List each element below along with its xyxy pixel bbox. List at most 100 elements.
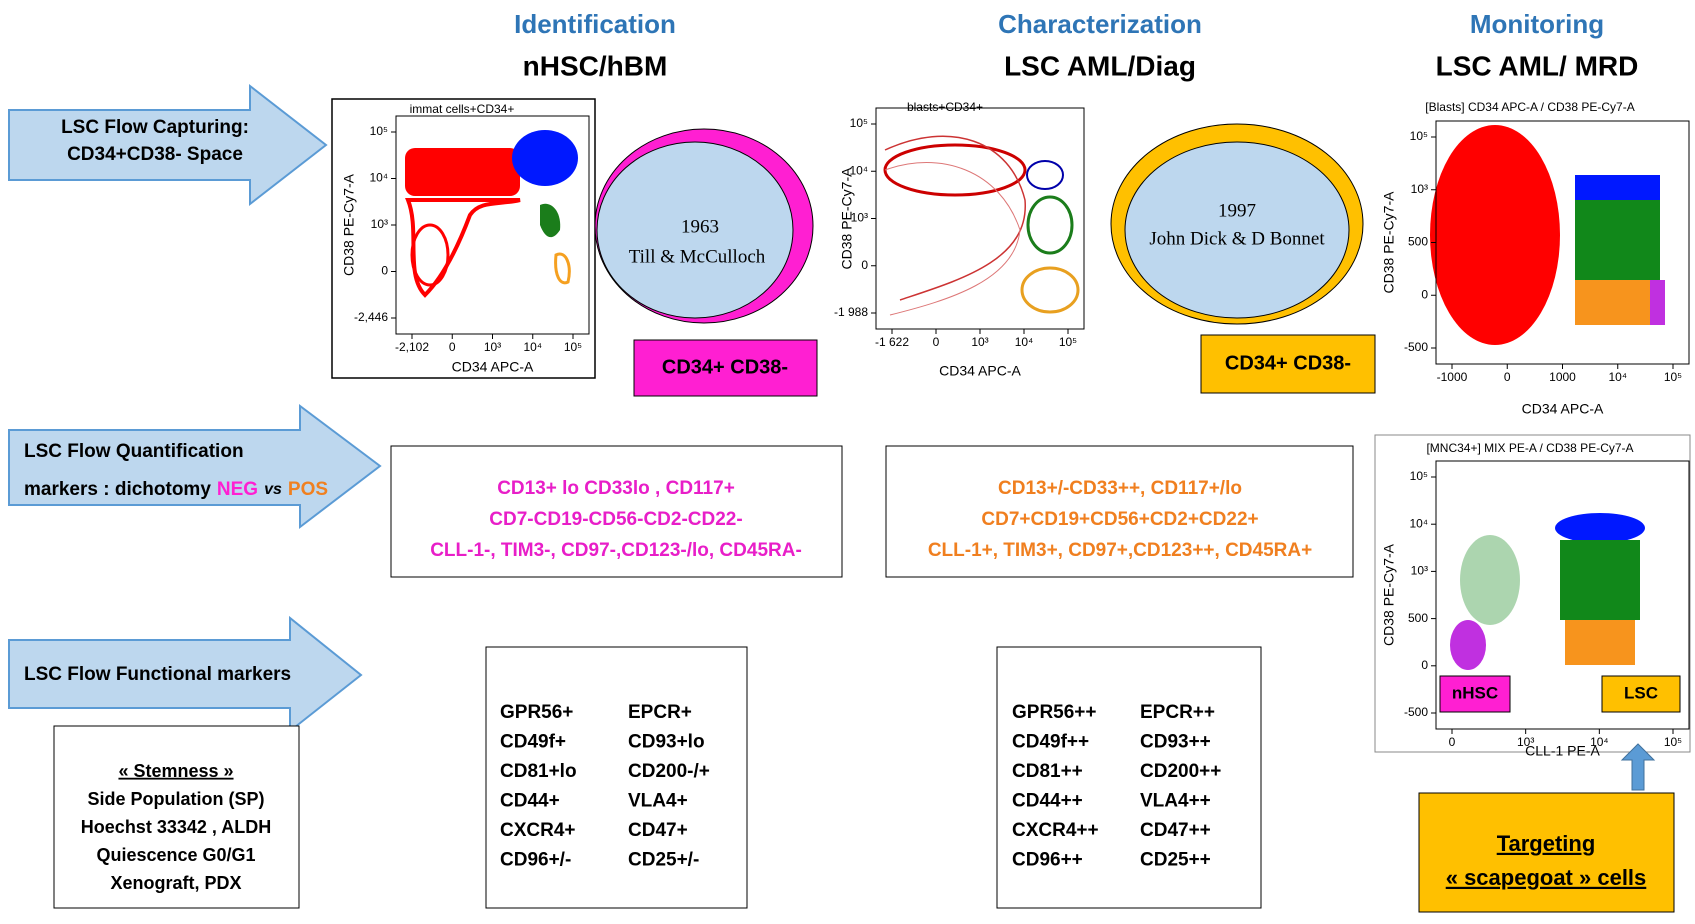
y-tick-label: 500 <box>1408 611 1428 625</box>
functional-marker: CD93+lo <box>628 732 705 753</box>
column-subtitle: LSC AML/ MRD <box>1436 50 1639 81</box>
x-tick-label: 0 <box>1449 735 1456 749</box>
x-tick-label: -1000 <box>1437 370 1468 384</box>
phenotype-label: CD34+ CD38- <box>1225 352 1351 374</box>
functional-marker: CD47+ <box>628 820 688 841</box>
up-arrow <box>1620 743 1656 791</box>
column-subtitle: LSC AML/Diag <box>1004 50 1196 81</box>
functional-marker: CD49f+ <box>500 732 566 753</box>
arrow-label-part: markers : dichotomy <box>24 479 211 500</box>
functional-marker: CD25++ <box>1140 850 1211 871</box>
x-tick-label: 10⁴ <box>1608 370 1627 384</box>
functional-marker: EPCR++ <box>1140 702 1215 723</box>
stemness-line: « Stemness » <box>118 761 233 781</box>
gate-box <box>1439 675 1511 713</box>
functional-marker: CD49f++ <box>1012 732 1089 753</box>
ellipse-year: 1963 <box>681 216 719 237</box>
x-tick-label: -2,102 <box>395 340 429 354</box>
functional-marker: CD200-/+ <box>628 761 710 782</box>
stemness-line: Side Population (SP) <box>87 789 264 809</box>
y-tick-label: -2,446 <box>354 310 388 324</box>
x-tick-label: 10⁴ <box>523 340 542 354</box>
plot-title: blasts+CD34+ <box>907 100 983 114</box>
arrow <box>8 404 382 530</box>
arrow-label: CD34+CD38- Space <box>67 144 243 165</box>
stemness-line: Quiescence G0/G1 <box>96 845 255 865</box>
functional-marker: VLA4++ <box>1140 791 1211 812</box>
pos-label: POS <box>288 479 328 500</box>
y-tick-label: 10⁵ <box>370 124 388 138</box>
marker-line: CD7+CD19+CD56+CD2+CD22+ <box>981 509 1258 530</box>
cell-populations <box>1430 125 1665 345</box>
ellipse-names: John Dick & D Bonnet <box>1149 228 1325 249</box>
x-tick-label: 10⁴ <box>1015 335 1034 349</box>
axis-label: CD34 APC-A <box>452 359 534 375</box>
marker-line: CD13+ lo CD33lo , CD117+ <box>497 478 735 499</box>
history-ellipse-inner <box>596 141 794 319</box>
cell-populations <box>1439 513 1681 713</box>
ellipse-names: Till & McCulloch <box>629 246 766 267</box>
y-tick-label: 0 <box>1421 287 1428 301</box>
plot-title: immat cells+CD34+ <box>410 102 515 116</box>
y-tick-label: 500 <box>1408 235 1428 249</box>
functional-marker: VLA4+ <box>628 791 688 812</box>
targeting-line: Targeting <box>1497 831 1596 856</box>
phenotype-label: CD34+ CD38- <box>662 356 788 378</box>
cell-populations <box>405 130 578 298</box>
marker-line: CD13+/-CD33++, CD117+/lo <box>998 478 1242 499</box>
column-heading: Characterization <box>998 9 1202 39</box>
y-tick-label: 10³ <box>851 211 868 225</box>
functional-marker: GPR56++ <box>1012 702 1097 723</box>
functional-marker: CD25+/- <box>628 850 699 871</box>
functional-marker: CD47++ <box>1140 820 1211 841</box>
y-tick-label: -1 988 <box>834 305 868 319</box>
x-tick-label: -1 622 <box>875 335 909 349</box>
marker-box <box>996 646 1262 909</box>
x-tick-label: 10⁵ <box>1059 335 1077 349</box>
arrow <box>8 615 363 734</box>
stemness-line: Hoechst 33342 , ALDH <box>81 817 271 837</box>
arrow-label: LSC Flow Functional markers <box>24 664 291 685</box>
functional-marker: CD93++ <box>1140 732 1211 753</box>
quantification-box <box>885 445 1354 578</box>
functional-marker: CXCR4++ <box>1012 820 1099 841</box>
functional-marker: CD44++ <box>1012 791 1083 812</box>
y-tick-label: 0 <box>1421 658 1428 672</box>
marker-line: CD7-CD19-CD56-CD2-CD22- <box>489 509 742 530</box>
column-heading: Identification <box>514 9 676 39</box>
axis-label: CD34 APC-A <box>939 363 1021 379</box>
arrow-label: LSC Flow Quantification <box>24 441 244 462</box>
y-tick-label: 10³ <box>1411 182 1428 196</box>
column-subtitle: nHSC/hBM <box>523 50 668 81</box>
functional-marker: CD81++ <box>1012 761 1083 782</box>
arrow <box>8 83 328 207</box>
arrow-label: markers : dichotomy NEG vs POS <box>24 479 328 500</box>
marker-line: CLL-1+, TIM3+, CD97+,CD123++, CD45RA+ <box>928 540 1312 561</box>
stemness-box <box>53 725 300 909</box>
arrow-label: LSC Flow Capturing: <box>61 117 249 138</box>
x-tick-label: 10³ <box>484 340 501 354</box>
cell-populations <box>883 135 1080 316</box>
axis-label: CLL-1 PE-A <box>1525 743 1600 759</box>
targeting-line: « scapegoat » cells <box>1446 865 1647 890</box>
targeting-box <box>1418 792 1675 913</box>
y-tick-label: 10⁵ <box>1410 129 1428 143</box>
y-tick-label: 10⁵ <box>1410 469 1428 483</box>
marker-line: CLL-1-, TIM3-, CD97-,CD123-/lo, CD45RA- <box>430 540 802 561</box>
y-tick-label: 0 <box>861 258 868 272</box>
plot-title: [MNC34+] MIX PE-A / CD38 PE-Cy7-A <box>1426 441 1633 455</box>
axis-label: CD38 PE-Cy7-A <box>1381 543 1397 646</box>
y-tick-label: 10⁴ <box>849 163 868 177</box>
column-heading: Monitoring <box>1470 9 1604 39</box>
gate-label: nHSC <box>1452 683 1498 702</box>
x-tick-label: 0 <box>449 340 456 354</box>
y-tick-label: -500 <box>1404 340 1428 354</box>
phenotype-box <box>633 339 818 397</box>
functional-marker: CD44+ <box>500 791 560 812</box>
y-tick-label: -500 <box>1404 705 1428 719</box>
x-tick-label: 0 <box>933 335 940 349</box>
vs-label: vs <box>264 481 282 498</box>
x-tick-label: 10⁵ <box>564 340 582 354</box>
plot-title: [Blasts] CD34 APC-A / CD38 PE-Cy7-A <box>1425 100 1634 114</box>
